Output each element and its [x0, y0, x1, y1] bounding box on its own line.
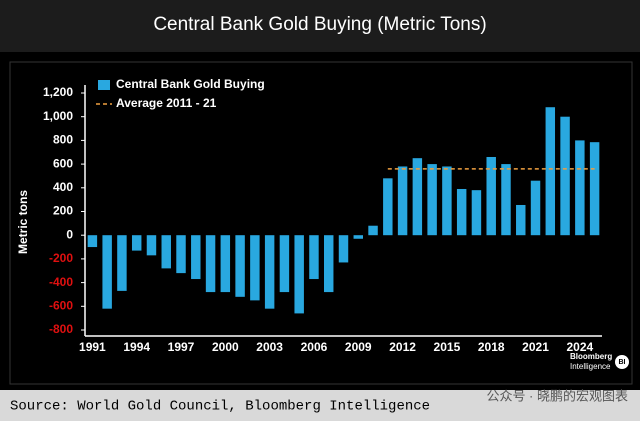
y-tick-label: 1,000: [43, 109, 73, 123]
y-tick-label: 400: [53, 180, 73, 194]
bar: [353, 235, 363, 239]
x-tick-label: 2018: [478, 340, 505, 354]
bar: [146, 235, 157, 256]
x-tick-label: 2024: [566, 340, 593, 354]
watermark: 公众号 · 晓鹏的宏观图表: [486, 388, 628, 403]
logo-line2: Intelligence: [570, 362, 611, 371]
x-tick-label: 1991: [79, 340, 106, 354]
bar: [560, 116, 570, 236]
bar: [589, 142, 600, 236]
bar: [486, 156, 496, 236]
y-tick-label: 800: [53, 133, 73, 147]
bar: [442, 166, 452, 236]
bar: [412, 158, 423, 236]
y-tick-label: -200: [49, 251, 73, 265]
source: Source: World Gold Council, Bloomberg In…: [10, 399, 430, 415]
bar: [309, 235, 319, 280]
bar: [176, 235, 186, 274]
logo-badge: BI: [619, 359, 626, 366]
x-tick-label: 2003: [256, 340, 283, 354]
bar: [471, 190, 482, 236]
title-band: [0, 0, 640, 52]
bar: [324, 235, 334, 293]
legend-label: Central Bank Gold Buying: [116, 77, 265, 91]
y-tick-label: -400: [49, 275, 73, 289]
bar: [530, 180, 541, 236]
y-tick-label: -800: [49, 322, 73, 336]
x-tick-label: 2021: [522, 340, 549, 354]
y-tick-label: 200: [53, 204, 73, 218]
y-tick-label: -600: [49, 298, 73, 312]
bar: [294, 235, 304, 314]
bar: [264, 235, 275, 309]
bar: [220, 235, 231, 293]
bar: [117, 235, 127, 291]
bar: [368, 225, 378, 236]
bar: [102, 235, 112, 309]
bar: [338, 235, 349, 263]
bar: [545, 107, 556, 236]
bar: [191, 235, 201, 280]
bar: [87, 235, 98, 248]
y-tick-label: 1,200: [43, 85, 73, 99]
plot-panel: [9, 61, 633, 385]
bar: [235, 235, 245, 297]
bar: [516, 204, 526, 236]
bar: [501, 164, 511, 236]
bar: [383, 178, 393, 236]
bar: [575, 140, 585, 236]
x-tick-label: 1994: [123, 340, 150, 354]
bar: [131, 235, 142, 251]
x-tick-label: 2006: [301, 340, 328, 354]
x-tick-label: 2000: [212, 340, 239, 354]
legend-swatch: [98, 80, 110, 90]
bar: [397, 166, 408, 236]
bar: [279, 235, 290, 293]
chart-title: Central Bank Gold Buying (Metric Tons): [153, 14, 486, 35]
footer: [0, 390, 640, 421]
bar: [456, 188, 467, 236]
bar: [205, 235, 216, 293]
x-tick-label: 2009: [345, 340, 372, 354]
bar: [161, 235, 171, 269]
bar: [427, 164, 437, 236]
y-axis-label: Metric tons: [16, 190, 30, 254]
logo-badge-circle: [615, 355, 629, 369]
legend-label: Average 2011 - 21: [116, 96, 217, 110]
y-tick-label: 600: [53, 156, 73, 170]
bar: [250, 235, 260, 301]
logo-line1: Bloomberg: [570, 352, 612, 361]
x-tick-label: 1997: [168, 340, 195, 354]
x-tick-label: 2015: [434, 340, 461, 354]
x-tick-label: 2012: [389, 340, 416, 354]
y-tick-label: 0: [66, 227, 73, 241]
